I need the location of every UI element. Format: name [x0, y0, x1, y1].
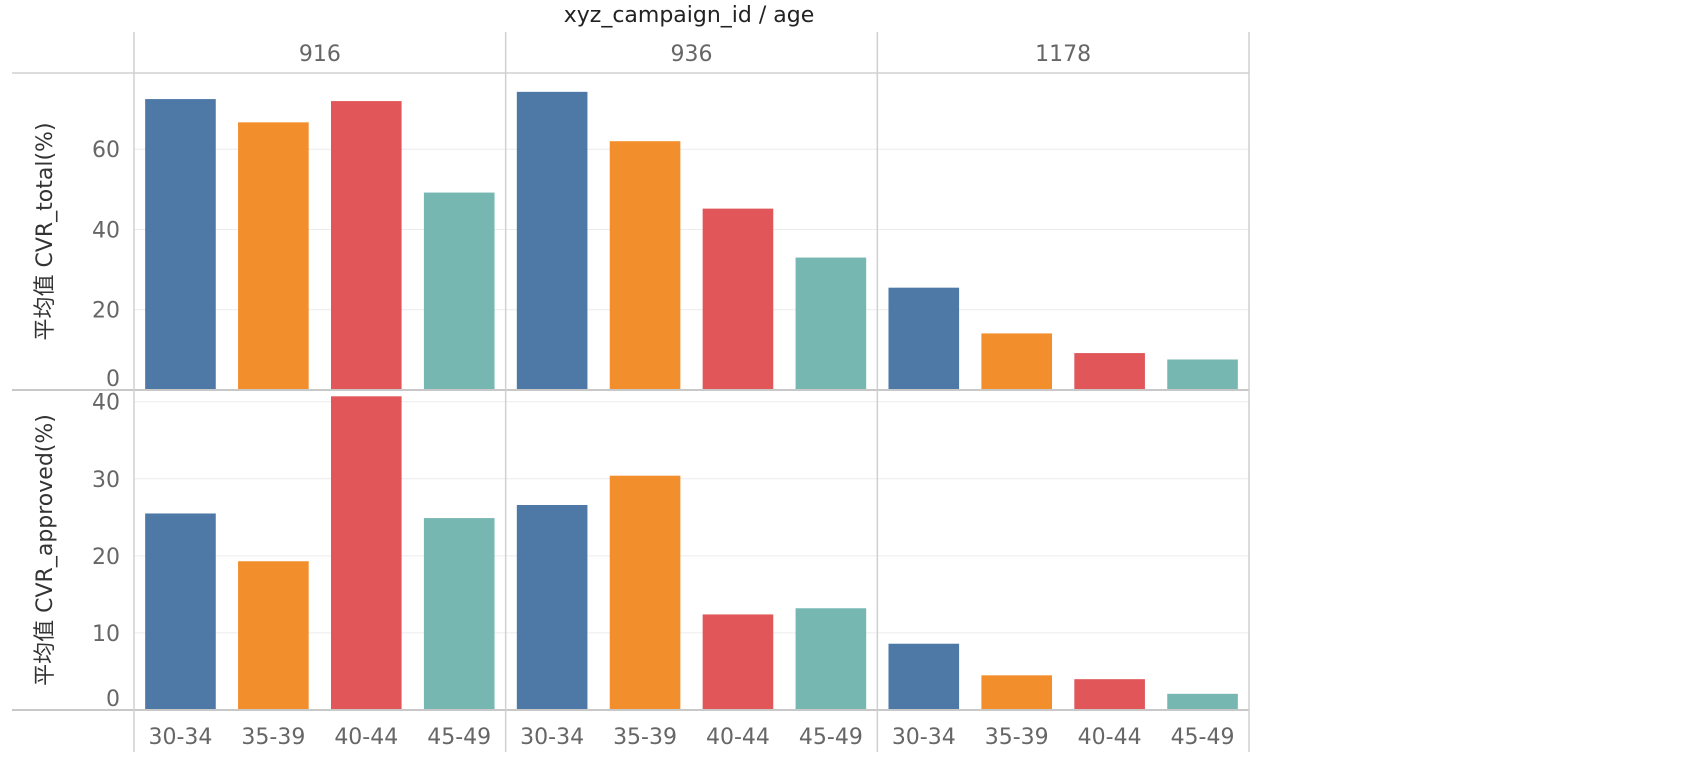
x-tick-label: 45-49	[1171, 725, 1235, 750]
y-tick-label: 0	[106, 687, 120, 712]
y-tick-label: 0	[106, 367, 120, 392]
bar-1178-35-39[interactable]	[981, 333, 1053, 390]
text-layer: xyz_campaign_id / age 0 20 40 60 平均值 CVR_tot…	[33, 3, 1235, 750]
x-tick-label: 30-34	[148, 725, 212, 750]
bar-916-45-49[interactable]	[423, 518, 495, 710]
frame-layer	[12, 32, 1250, 752]
bar-936-45-49[interactable]	[795, 608, 867, 710]
x-tick-label: 40-44	[706, 725, 770, 750]
x-tick-label: 35-39	[613, 725, 677, 750]
bar-916-35-39[interactable]	[238, 122, 309, 390]
bar-1178-35-39[interactable]	[981, 675, 1053, 710]
bar-1178-40-44[interactable]	[1074, 353, 1145, 390]
bar-936-35-39[interactable]	[609, 475, 681, 710]
x-tick-label: 45-49	[427, 725, 491, 750]
y-axis-label: 平均值 CVR_total(%)	[33, 122, 58, 340]
x-tick-label: 35-39	[985, 725, 1049, 750]
x-tick-label: 40-44	[334, 725, 398, 750]
bar-1178-45-49[interactable]	[1167, 359, 1238, 390]
x-tick-label: 45-49	[799, 725, 863, 750]
bar-916-30-34[interactable]	[145, 513, 216, 710]
bar-936-35-39[interactable]	[609, 141, 681, 390]
grid-layer	[134, 148, 1249, 634]
y-tick-label: 40	[92, 391, 120, 416]
column-header-936: 936	[671, 42, 713, 67]
x-tick-label: 30-34	[520, 725, 584, 750]
bar-1178-30-34[interactable]	[888, 643, 960, 710]
bar-916-30-34[interactable]	[145, 99, 216, 391]
bar-916-45-49[interactable]	[423, 192, 495, 390]
x-tick-label: 40-44	[1078, 725, 1142, 750]
y-axis-label: 平均值 CVR_approved(%)	[33, 414, 58, 686]
chart-title: xyz_campaign_id / age	[564, 3, 815, 28]
bar-1178-45-49[interactable]	[1167, 693, 1238, 710]
y-tick-label: 10	[92, 622, 120, 647]
bar-1178-30-34[interactable]	[888, 287, 960, 390]
bar-936-30-34[interactable]	[516, 504, 588, 710]
bar-layer	[145, 91, 1238, 710]
bar-1178-40-44[interactable]	[1074, 679, 1145, 710]
bar-936-40-44[interactable]	[702, 208, 774, 390]
y-tick-label: 20	[92, 545, 120, 570]
bar-916-40-44[interactable]	[330, 396, 402, 710]
y-tick-label: 20	[92, 299, 120, 324]
bar-916-40-44[interactable]	[330, 101, 402, 391]
column-header-916: 916	[299, 42, 341, 67]
x-tick-label: 35-39	[241, 725, 305, 750]
y-tick-label: 60	[92, 138, 120, 163]
column-header-1178: 1178	[1035, 42, 1091, 67]
bar-916-35-39[interactable]	[238, 561, 309, 710]
bar-936-45-49[interactable]	[795, 257, 867, 390]
y-tick-label: 30	[92, 468, 120, 493]
y-tick-label: 40	[92, 218, 120, 243]
bar-936-30-34[interactable]	[516, 91, 588, 390]
bar-936-40-44[interactable]	[702, 614, 774, 710]
x-tick-label: 30-34	[892, 725, 956, 750]
